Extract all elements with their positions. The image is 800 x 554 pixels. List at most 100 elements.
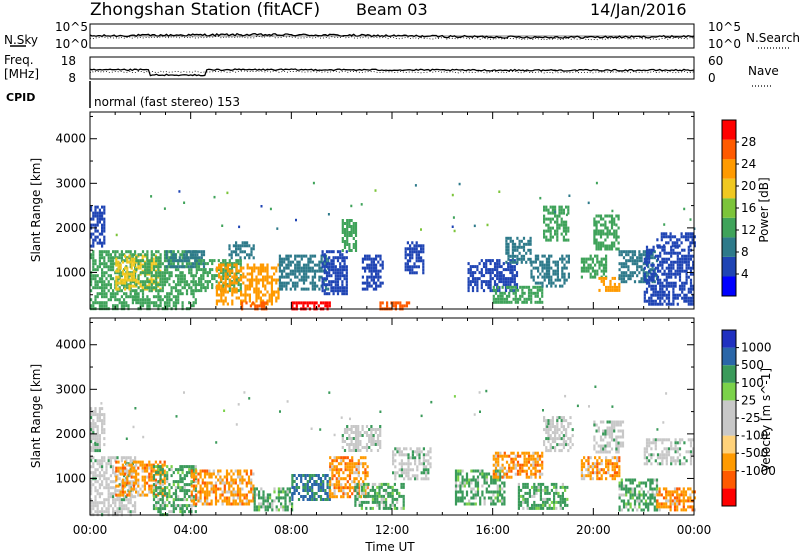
heatmap-cell — [270, 281, 273, 285]
heatmap-cell — [562, 229, 565, 233]
heatmap-cell — [343, 246, 347, 249]
heatmap-cell — [352, 222, 355, 225]
heatmap-cell — [194, 286, 197, 290]
heatmap-cell — [96, 492, 99, 496]
heatmap-cell — [605, 266, 608, 270]
heatmap-cell — [317, 477, 320, 480]
heatmap-cell — [333, 486, 336, 490]
heatmap-cell — [137, 472, 140, 476]
heatmap-cell — [257, 272, 260, 276]
heatmap-cell — [195, 271, 198, 275]
heatmap-cell — [287, 275, 290, 279]
heatmap-cell — [232, 499, 235, 503]
heatmap-cell — [188, 468, 191, 472]
heatmap-cell — [273, 278, 276, 282]
heatmap-cell — [311, 287, 314, 291]
heatmap-cell — [94, 286, 97, 290]
heatmap-cell — [285, 275, 288, 279]
heatmap-cell — [670, 275, 673, 279]
heatmap-cell — [187, 256, 190, 260]
heatmap-cell — [665, 281, 668, 285]
heatmap-cell — [139, 253, 142, 257]
heatmap-cell — [329, 465, 332, 469]
heatmap-cell — [247, 481, 251, 485]
heatmap-cell — [407, 462, 410, 466]
heatmap-cell — [260, 304, 263, 308]
heatmap-cell — [374, 500, 377, 504]
heatmap-cell — [126, 275, 129, 279]
heatmap-cell — [505, 239, 508, 243]
heatmap-cell — [472, 502, 475, 506]
heatmap-cell — [497, 294, 500, 298]
heatmap-cell — [683, 260, 686, 264]
heatmap-cell — [96, 468, 99, 472]
heatmap-cell — [556, 214, 559, 218]
heatmap-cell — [157, 292, 160, 296]
heatmap-cell — [385, 491, 388, 495]
heatmap-cell — [678, 266, 682, 270]
heatmap-cell — [90, 283, 93, 287]
heatmap-cell — [208, 502, 211, 506]
heatmap-cell — [315, 498, 318, 501]
heatmap-cell — [376, 485, 379, 489]
heatmap-cell — [246, 284, 249, 288]
heatmap-cell — [197, 259, 201, 263]
heatmap-cell — [610, 241, 614, 245]
heatmap-cell — [471, 286, 475, 290]
heatmap-cell — [215, 302, 218, 306]
heatmap-cell — [159, 287, 162, 291]
heatmap-cell — [212, 472, 215, 476]
heatmap-cell — [289, 287, 292, 291]
heatmap-cell — [653, 250, 656, 254]
heatmap-cell — [505, 300, 509, 304]
heatmap-cell — [181, 292, 184, 296]
heatmap-cell — [667, 281, 671, 285]
heatmap-cell — [155, 304, 158, 308]
heatmap-cell — [210, 487, 213, 491]
heatmap-cell — [530, 272, 533, 276]
heatmap-cell — [689, 266, 693, 270]
heatmap-cell — [288, 502, 291, 506]
velocity-heatmap-cells — [90, 385, 696, 517]
heatmap-cell — [114, 498, 117, 502]
heatmap-cell — [606, 232, 609, 236]
heatmap-cell — [252, 256, 255, 260]
heatmap-cell — [615, 247, 618, 251]
heatmap-cell — [509, 239, 512, 243]
heatmap-cell — [357, 446, 360, 449]
heatmap-cell — [198, 262, 201, 266]
heatmap-cell — [543, 229, 546, 233]
heatmap-cell — [285, 281, 288, 285]
heatmap-cell — [499, 291, 502, 295]
heatmap-cell — [483, 496, 486, 500]
heatmap-cell — [413, 262, 416, 266]
heatmap-cell — [648, 269, 651, 273]
heatmap-cell — [103, 271, 106, 275]
heatmap-cell — [549, 205, 552, 209]
heatmap-cell — [648, 260, 651, 264]
heatmap-cell — [230, 475, 233, 479]
heatmap-cell — [335, 456, 338, 460]
heatmap-cell — [485, 472, 488, 476]
heatmap-cell — [141, 469, 144, 473]
heatmap-cell — [463, 496, 466, 500]
heatmap-cell — [264, 508, 267, 512]
heatmap-cell — [529, 248, 532, 252]
heatmap-cell — [602, 263, 605, 267]
heatmap-cell — [190, 286, 193, 290]
heatmap-cell — [461, 469, 464, 473]
heatmap-cell — [368, 281, 371, 285]
heatmap-cell — [150, 281, 153, 285]
heatmap-cell — [366, 465, 369, 469]
heatmap-cell — [367, 494, 370, 498]
heatmap-cell — [132, 272, 135, 276]
heatmap-cell — [289, 260, 292, 264]
heatmap-cell — [457, 472, 460, 476]
heatmap-cell — [101, 295, 104, 299]
heatmap-cell — [567, 226, 570, 230]
heatmap-cell — [316, 263, 319, 267]
heatmap-cell — [129, 498, 132, 502]
heatmap-cell — [103, 504, 106, 508]
heatmap-cell — [355, 495, 358, 499]
heatmap-cell — [289, 254, 292, 258]
